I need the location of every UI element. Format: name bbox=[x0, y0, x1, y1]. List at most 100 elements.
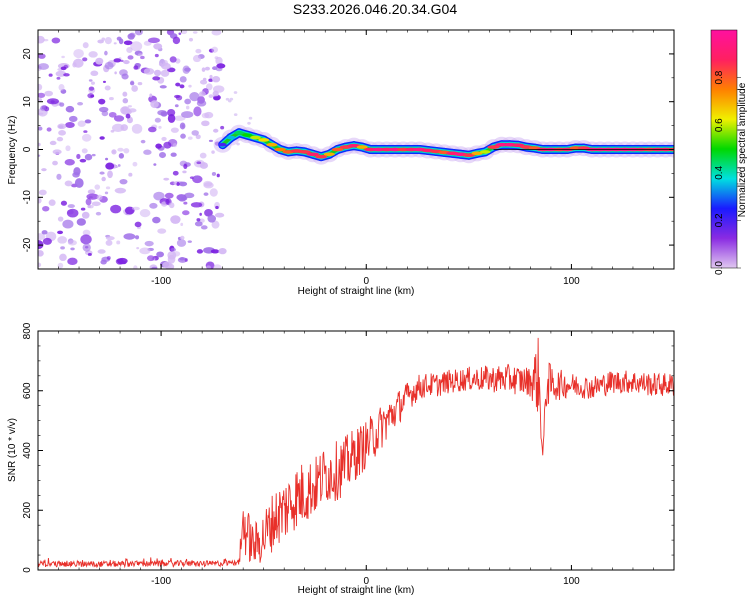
noise-blob bbox=[184, 258, 188, 262]
noise-blob bbox=[216, 173, 220, 178]
noise-blob bbox=[208, 94, 214, 99]
noise-blob bbox=[88, 51, 98, 58]
noise-blob bbox=[117, 147, 124, 152]
noise-blob bbox=[163, 177, 170, 181]
ridge-peak bbox=[479, 150, 491, 154]
noise-blob bbox=[105, 186, 111, 190]
colorbar-tick-label: 0.4 bbox=[714, 165, 725, 179]
noise-blob bbox=[208, 78, 213, 82]
noise-blob bbox=[148, 126, 157, 133]
noise-blob bbox=[113, 42, 117, 45]
noise-blob bbox=[167, 254, 176, 264]
noise-blob bbox=[210, 249, 220, 254]
noise-blob bbox=[38, 53, 46, 59]
colorbar-frame bbox=[710, 29, 738, 269]
snr-xtick-label: 100 bbox=[563, 576, 580, 587]
noise-blob bbox=[64, 180, 73, 187]
noise-blob bbox=[73, 48, 84, 59]
noise-blob bbox=[113, 165, 119, 169]
noise-blob bbox=[96, 194, 103, 201]
noise-blob bbox=[83, 130, 88, 133]
noise-blob bbox=[91, 153, 96, 157]
noise-blob bbox=[193, 106, 202, 117]
noise-blob bbox=[66, 208, 79, 218]
ridge-peak bbox=[487, 145, 500, 149]
noise-blob bbox=[152, 216, 161, 224]
noise-blob bbox=[179, 235, 185, 240]
noise-blob bbox=[143, 149, 152, 155]
noise-blob bbox=[63, 64, 69, 69]
ridge-peak bbox=[242, 133, 253, 137]
spectrogram-ytick-label: -10 bbox=[22, 190, 33, 205]
noise-blob bbox=[120, 124, 128, 132]
noise-blob bbox=[170, 127, 179, 133]
spectrogram-ytick-label: -20 bbox=[22, 237, 33, 252]
noise-blob bbox=[203, 192, 209, 196]
ridge-peak bbox=[511, 143, 525, 147]
noise-blob bbox=[90, 81, 95, 85]
noise-blob bbox=[159, 85, 167, 89]
noise-blob bbox=[179, 76, 187, 83]
noise-blob bbox=[116, 257, 128, 265]
ridge-peak bbox=[234, 130, 244, 135]
noise-blob bbox=[136, 247, 140, 250]
noise-blob bbox=[170, 247, 176, 252]
noise-blob bbox=[127, 55, 134, 60]
noise-blob bbox=[105, 162, 115, 170]
noise-blob bbox=[140, 55, 145, 60]
noise-blob bbox=[126, 46, 133, 53]
noise-blob bbox=[158, 152, 167, 159]
noise-blob bbox=[140, 139, 146, 144]
spectrogram-xtick-label: -100 bbox=[151, 276, 171, 287]
noise-blob bbox=[199, 79, 208, 85]
noise-blob bbox=[108, 111, 117, 118]
ridge-peak bbox=[471, 151, 483, 156]
noise-blob bbox=[84, 119, 92, 124]
noise-blob bbox=[57, 236, 68, 244]
noise-blob bbox=[46, 98, 59, 105]
noise-blob bbox=[123, 60, 130, 65]
noise-blob bbox=[180, 30, 188, 35]
noise-blob bbox=[42, 237, 52, 245]
noise-blob bbox=[213, 128, 219, 133]
noise-blob bbox=[119, 69, 128, 76]
noise-blob bbox=[81, 133, 92, 142]
snr-ytick-label: 600 bbox=[22, 382, 33, 399]
noise-blob bbox=[105, 236, 115, 241]
noise-blob bbox=[98, 98, 106, 105]
noise-blob bbox=[38, 83, 43, 91]
noise-blob bbox=[104, 61, 114, 70]
colorbar-gradient bbox=[711, 30, 737, 268]
noise-blob bbox=[176, 239, 187, 247]
noise-blob bbox=[127, 105, 132, 108]
noise-blob bbox=[160, 111, 168, 117]
noise-blob bbox=[167, 113, 176, 123]
ridge-peak bbox=[226, 135, 236, 140]
spectrogram-xtick-label: 0 bbox=[363, 276, 369, 287]
noise-blob bbox=[248, 116, 253, 120]
noise-blob bbox=[161, 136, 167, 141]
noise-blob bbox=[38, 98, 42, 102]
noise-blob bbox=[146, 255, 155, 262]
noise-blob bbox=[82, 240, 90, 244]
noise-blob bbox=[207, 214, 217, 223]
noise-blob bbox=[120, 59, 124, 63]
noise-blob bbox=[104, 191, 109, 195]
noise-blob bbox=[57, 262, 64, 269]
noise-blob bbox=[70, 247, 75, 251]
noise-blob bbox=[114, 71, 117, 75]
noise-blob bbox=[65, 145, 71, 152]
noise-blob bbox=[109, 97, 114, 101]
snr-ytick-label: 0 bbox=[22, 567, 33, 573]
noise-blob bbox=[44, 90, 54, 97]
noise-blob bbox=[94, 184, 101, 190]
spectrogram-ylabel: Frequency (Hz) bbox=[7, 116, 18, 185]
noise-blob bbox=[88, 79, 93, 82]
noise-blob bbox=[134, 221, 142, 228]
noise-blob bbox=[64, 159, 75, 166]
noise-blob bbox=[188, 37, 194, 42]
noise-blob bbox=[174, 94, 181, 99]
noise-blob bbox=[188, 84, 192, 88]
noise-blob bbox=[57, 123, 67, 130]
